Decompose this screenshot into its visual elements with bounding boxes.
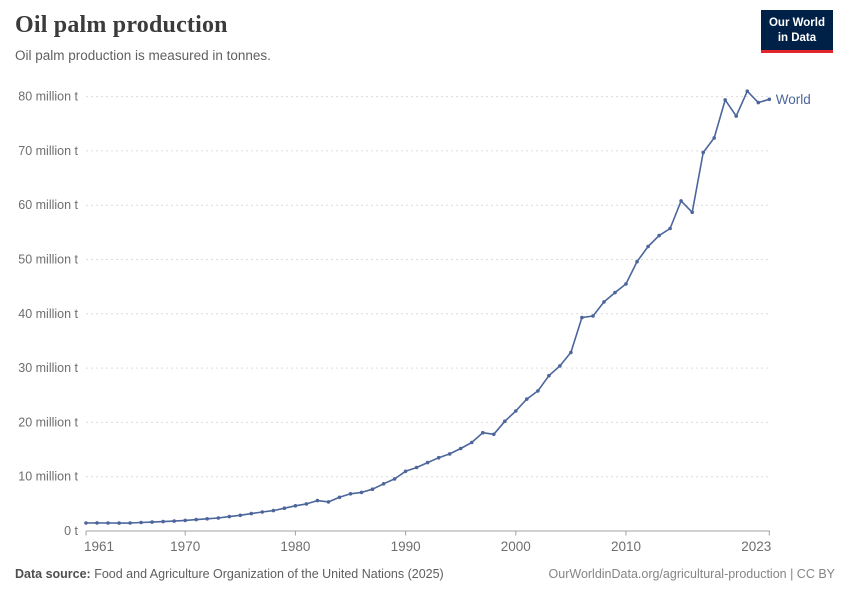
- data-point[interactable]: [436, 455, 441, 460]
- data-point[interactable]: [238, 513, 243, 518]
- x-axis-label: 2010: [611, 539, 641, 554]
- data-point[interactable]: [657, 233, 661, 238]
- x-axis-label: 2023: [741, 539, 771, 554]
- data-point[interactable]: [381, 482, 386, 486]
- chart-area[interactable]: 0 t 10 million t 20 million t 30 million t 4…: [0, 85, 850, 563]
- data-point[interactable]: [293, 504, 298, 508]
- y-axis-label: 20 million t: [18, 415, 78, 429]
- data-point[interactable]: [414, 465, 419, 470]
- data-point[interactable]: [271, 508, 276, 513]
- line-chart[interactable]: 0 t 10 million t 20 million t 30 million t 4…: [0, 85, 850, 563]
- data-point[interactable]: [326, 500, 331, 504]
- data-point[interactable]: [392, 477, 397, 481]
- x-axis-label: 1980: [280, 539, 310, 554]
- data-point[interactable]: [712, 136, 716, 140]
- x-axis-label: 1961: [84, 539, 114, 554]
- data-point[interactable]: [668, 226, 672, 231]
- data-point[interactable]: [161, 519, 165, 524]
- y-axis-label: 10 million t: [18, 470, 78, 484]
- data-point[interactable]: [359, 490, 364, 495]
- data-point[interactable]: [613, 290, 617, 295]
- data-point[interactable]: [315, 498, 320, 503]
- data-point[interactable]: [216, 516, 221, 520]
- data-point[interactable]: [635, 259, 639, 264]
- data-point[interactable]: [282, 506, 287, 511]
- data-point[interactable]: [348, 492, 353, 496]
- data-point[interactable]: [591, 314, 595, 318]
- data-point[interactable]: [194, 517, 198, 522]
- data-point[interactable]: [745, 89, 750, 93]
- data-point[interactable]: [536, 389, 540, 393]
- data-point[interactable]: [403, 469, 408, 474]
- y-axis-label: 0 t: [64, 524, 78, 538]
- data-point[interactable]: [260, 510, 265, 514]
- data-point[interactable]: [481, 430, 485, 435]
- data-point[interactable]: [447, 452, 452, 456]
- data-point[interactable]: [370, 487, 375, 492]
- chart-footer: Data source: Food and Agriculture Organi…: [15, 567, 835, 581]
- chart-header: Oil palm production Oil palm production …: [15, 12, 271, 63]
- data-point[interactable]: [701, 150, 705, 155]
- owid-logo[interactable]: Our World in Data: [760, 10, 833, 53]
- data-source: Data source: Food and Agriculture Organi…: [15, 567, 444, 581]
- owid-logo-line2: in Data: [777, 31, 817, 44]
- data-point[interactable]: [767, 97, 772, 102]
- data-point[interactable]: [150, 520, 154, 524]
- data-point[interactable]: [304, 502, 309, 506]
- data-point[interactable]: [128, 521, 132, 525]
- data-point[interactable]: [503, 419, 507, 424]
- owid-logo-line1: Our World: [768, 17, 825, 29]
- data-point[interactable]: [679, 199, 683, 203]
- data-point[interactable]: [569, 350, 573, 355]
- data-point[interactable]: [492, 432, 496, 437]
- x-axis-label: 2000: [501, 539, 531, 554]
- y-axis-label: 70 million t: [18, 144, 78, 158]
- x-axis-label: 1990: [391, 539, 421, 554]
- series-label-world: World: [776, 92, 811, 107]
- data-point[interactable]: [227, 514, 232, 519]
- y-axis-label: 50 million t: [18, 253, 78, 267]
- data-point[interactable]: [514, 409, 518, 413]
- y-axis-label: 40 million t: [18, 307, 78, 321]
- y-axis-label: 60 million t: [18, 198, 78, 212]
- data-point[interactable]: [249, 511, 254, 516]
- data-point[interactable]: [458, 446, 463, 451]
- data-point[interactable]: [84, 521, 88, 525]
- chart-subtitle: Oil palm production is measured in tonne…: [15, 48, 271, 63]
- data-point[interactable]: [95, 521, 99, 525]
- data-point[interactable]: [425, 460, 430, 465]
- data-point[interactable]: [734, 114, 738, 118]
- data-point[interactable]: [469, 440, 474, 445]
- data-point[interactable]: [139, 520, 143, 525]
- y-axis-label: 30 million t: [18, 361, 78, 375]
- data-point[interactable]: [117, 521, 121, 525]
- data-point[interactable]: [646, 244, 650, 249]
- y-axis-label: 80 million t: [18, 90, 78, 104]
- data-point[interactable]: [525, 397, 529, 401]
- attribution-link[interactable]: OurWorldinData.org/agricultural-producti…: [548, 567, 835, 581]
- data-point[interactable]: [547, 373, 551, 378]
- world-line[interactable]: [85, 90, 770, 524]
- data-source-text: Food and Agriculture Organization of the…: [90, 567, 444, 581]
- data-point[interactable]: [172, 519, 176, 523]
- data-point[interactable]: [205, 517, 209, 521]
- data-point[interactable]: [756, 100, 761, 105]
- data-point[interactable]: [337, 495, 342, 500]
- data-point[interactable]: [624, 282, 628, 286]
- data-point[interactable]: [723, 98, 727, 102]
- data-source-label: Data source:: [15, 567, 91, 581]
- data-point[interactable]: [580, 315, 584, 320]
- data-point[interactable]: [690, 210, 694, 215]
- data-point[interactable]: [106, 521, 110, 525]
- data-point[interactable]: [183, 518, 187, 523]
- data-point[interactable]: [558, 364, 562, 368]
- page-title: Oil palm production: [15, 12, 228, 38]
- data-point[interactable]: [602, 300, 606, 304]
- x-axis-label: 1970: [170, 539, 200, 554]
